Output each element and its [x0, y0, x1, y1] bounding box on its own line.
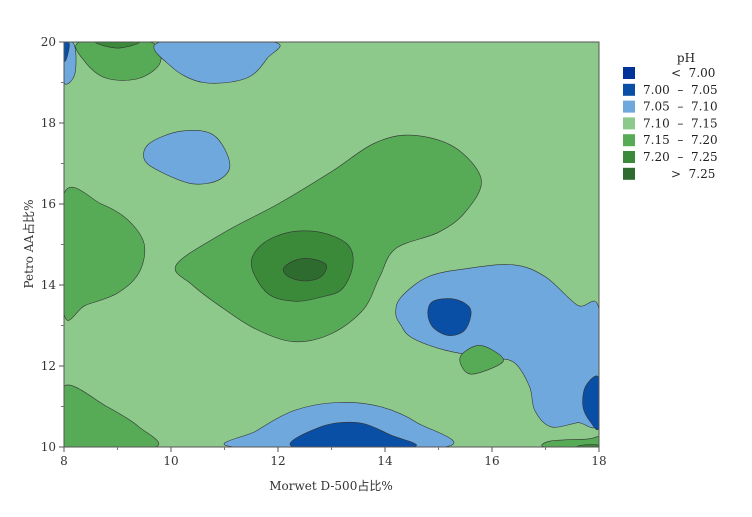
- legend-label: 7.10 – 7.15: [643, 116, 718, 130]
- y-tick-label: 18: [41, 116, 56, 130]
- legend-label: 7.20 – 7.25: [643, 150, 718, 164]
- legend-label: > 7.25: [671, 167, 715, 181]
- legend-swatch: [623, 83, 635, 96]
- contour-region-7: [282, 258, 327, 282]
- y-axis: 10 12 14 16 18 20: [41, 35, 64, 454]
- contour-region-18: [153, 42, 281, 84]
- legend-swatch: [623, 67, 635, 79]
- legend-label: 7.00 – 7.05: [643, 83, 718, 97]
- x-tick-label: 14: [377, 454, 393, 468]
- contour-region-12: [541, 436, 599, 447]
- y-tick-label: 12: [41, 359, 56, 373]
- x-tick-label: 16: [484, 454, 499, 468]
- legend: pH < 7.00 7.00 – 7.05 7.05 – 7.10 7.10 – 7.…: [623, 51, 718, 181]
- contour-region-15: [290, 421, 417, 447]
- legend-title: pH: [677, 51, 695, 65]
- y-axis-title: Petro AA占比%: [21, 200, 36, 289]
- contour-region-4: [95, 42, 140, 49]
- x-tick-label: 10: [163, 454, 178, 468]
- legend-label: < 7.00: [671, 66, 715, 80]
- contour-region-9: [427, 298, 472, 336]
- y-tick-label: 14: [41, 278, 57, 292]
- contour-region-2: [64, 384, 160, 447]
- legend-swatch: [623, 117, 635, 130]
- contour-region-10: [582, 375, 599, 431]
- x-axis: 8 10 12 14 16 18: [60, 447, 607, 468]
- x-tick-label: 18: [591, 454, 606, 468]
- legend-swatch: [623, 151, 635, 163]
- y-tick-label: 16: [41, 197, 56, 211]
- legend-label: 7.05 – 7.10: [643, 100, 718, 114]
- contour-regions: [64, 42, 599, 447]
- contour-region-11: [459, 345, 504, 375]
- x-tick-label: 8: [60, 454, 68, 468]
- legend-swatch: [623, 167, 635, 180]
- legend-label: 7.15 – 7.20: [643, 133, 718, 147]
- contour-region-17: [64, 42, 70, 62]
- contour-region-13: [576, 444, 599, 447]
- contour-region-3: [75, 42, 162, 81]
- x-tick-label: 12: [270, 454, 285, 468]
- y-tick-label: 20: [41, 35, 56, 49]
- x-axis-title: Morwet D-500占比%: [269, 478, 392, 493]
- contour-region-19: [143, 130, 231, 185]
- legend-swatch: [623, 134, 635, 147]
- legend-swatch: [623, 100, 635, 113]
- y-tick-label: 10: [41, 440, 56, 454]
